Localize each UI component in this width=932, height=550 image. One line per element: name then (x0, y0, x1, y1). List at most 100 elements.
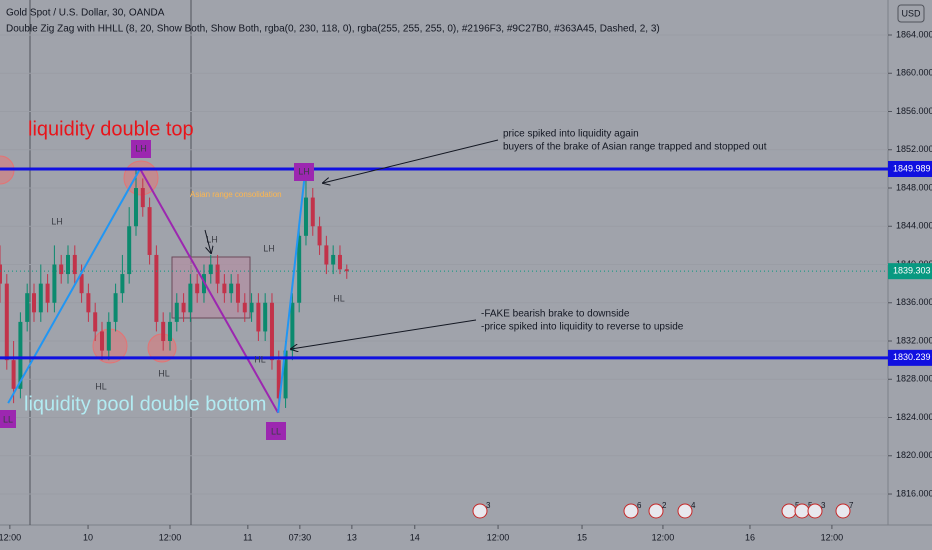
annotation-note: buyers of the brake of Asian range trapp… (503, 142, 767, 153)
candle-body (324, 245, 329, 265)
x-tick-label: 16 (745, 532, 755, 542)
x-tick-label: 12:00 (652, 532, 675, 542)
x-tick-label: 13 (347, 532, 357, 542)
candle-body (86, 293, 91, 313)
event-icon (677, 503, 693, 519)
event-count: 6 (637, 501, 642, 510)
candle-body (161, 321, 166, 342)
pivot-label: LH (51, 216, 63, 226)
pivot-label: HL (254, 354, 266, 364)
pivot-label: HL (95, 381, 107, 391)
candle-body (154, 254, 159, 322)
zigzag-line (277, 173, 306, 413)
x-tick-label: 12:00 (487, 532, 510, 542)
candle-body (79, 274, 84, 294)
price-label-bg (888, 160, 932, 177)
candle-body (174, 302, 179, 322)
pivot-label: LH (298, 166, 310, 176)
candle-body (127, 226, 132, 275)
y-tick-label: 1864.000 (896, 29, 932, 39)
candle-body (263, 302, 268, 332)
pivot-label: LL (3, 414, 13, 424)
pivot-marker (266, 422, 286, 440)
candle-body (65, 254, 70, 275)
candle-body (303, 197, 308, 236)
event-count: 4 (691, 501, 696, 510)
annotation-note: price spiked into liquidity again (503, 129, 639, 140)
event-icon (781, 503, 797, 519)
arrow (323, 139, 499, 183)
event-icon (472, 503, 488, 519)
candle-body (38, 283, 43, 313)
candle-body (106, 321, 111, 351)
currency-button[interactable] (897, 4, 925, 23)
annotation-note: -FAKE bearish brake to downside (481, 309, 630, 320)
candle-body (72, 254, 77, 275)
price-label: 1830.239 (893, 352, 931, 362)
annotation-double-top: liquidity double top (28, 118, 194, 140)
x-tick-label: 12:00 (0, 532, 21, 542)
candle-body (93, 312, 98, 332)
event-icon (835, 503, 851, 519)
candle-body (208, 264, 213, 275)
y-tick-label: 1860.000 (896, 68, 932, 78)
candle-body (4, 283, 9, 361)
candle-body (99, 331, 104, 351)
pivot-marker (294, 163, 314, 181)
candle-body (167, 321, 172, 342)
arrow (291, 319, 477, 349)
candle-body (140, 188, 145, 208)
x-tick-label: 10 (83, 532, 93, 542)
event-icon (623, 503, 639, 519)
candle-body (0, 264, 2, 284)
y-tick-label: 1848.000 (896, 182, 932, 192)
candle-body (297, 235, 302, 303)
pivot-label: HL (333, 293, 345, 303)
pivot-label: LH (135, 143, 147, 153)
x-tick-label: 07:30 (289, 532, 312, 542)
x-tick-label: 12:00 (821, 532, 844, 542)
y-tick-label: 1824.000 (896, 412, 932, 422)
candle-body (310, 197, 315, 227)
candle-body (59, 264, 64, 275)
candle-body (133, 188, 138, 227)
pivot-label: LH (263, 243, 275, 253)
arrow (204, 229, 211, 253)
y-tick-label: 1844.000 (896, 221, 932, 231)
candle-body (11, 360, 16, 389)
y-tick-label: 1820.000 (896, 450, 932, 460)
x-tick-label: 11 (243, 532, 252, 542)
pivot-label: HL (158, 368, 170, 378)
events: 36245537 (472, 501, 854, 519)
candle-body (256, 302, 261, 332)
candle-body (18, 321, 23, 389)
plot (0, 167, 888, 414)
candle-body (229, 283, 234, 294)
y-tick-label: 1828.000 (896, 374, 932, 384)
x-tick-label: 14 (410, 532, 420, 542)
event-icon (794, 503, 810, 519)
candle-body (147, 207, 152, 255)
pivot-marker (131, 140, 151, 158)
pivot-marker (0, 410, 16, 428)
pivot-label: LL (271, 426, 281, 436)
currency-label[interactable]: USD (901, 8, 921, 18)
event-count: 3 (821, 501, 826, 510)
candle-body (215, 264, 220, 284)
candle-body (181, 302, 186, 313)
event-icon (807, 503, 823, 519)
candle-body (235, 283, 240, 303)
candle-body (31, 293, 36, 313)
candle-body (269, 302, 274, 361)
event-count: 2 (662, 501, 667, 510)
y-tick-label: 1856.000 (896, 106, 932, 116)
candle-body (113, 293, 118, 322)
chart-title: Gold Spot / U.S. Dollar, 30, OANDA (6, 8, 165, 19)
event-count: 7 (849, 501, 854, 510)
annotation-note: -price spiked into liquidity to reverse … (481, 322, 684, 333)
event-icon (648, 503, 664, 519)
candle-body (283, 350, 288, 399)
price-label-bg (888, 349, 932, 366)
